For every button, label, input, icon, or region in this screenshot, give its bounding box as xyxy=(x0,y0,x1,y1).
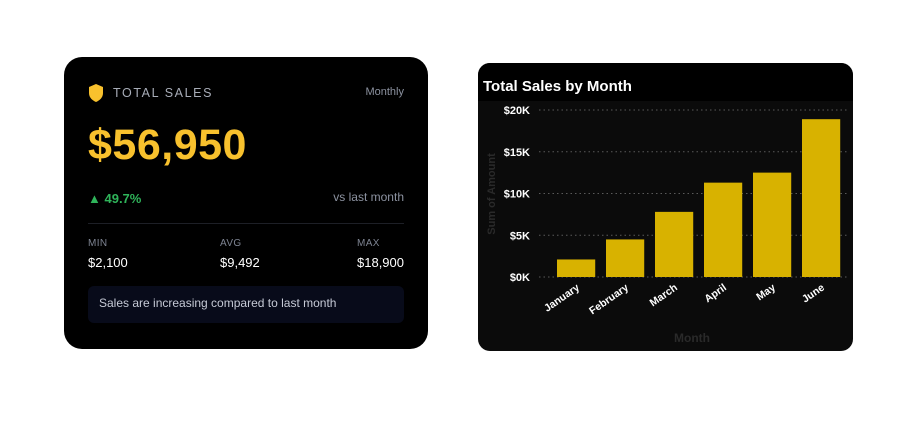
divider xyxy=(88,223,404,224)
change-row: ▲ 49.7% vs last month xyxy=(88,189,404,207)
bar-chart: $0K $5K $10K $15K $20K January February March Ap… xyxy=(486,105,849,345)
chart-title: Total Sales by Month xyxy=(483,78,632,95)
stat-label: AVG xyxy=(220,238,242,249)
card-title: TOTAL SALES xyxy=(113,86,214,100)
card-header: TOTAL SALES Monthly xyxy=(88,84,404,104)
x-tick-label: January xyxy=(542,282,582,315)
sales-chart-card: Total Sales by Month $0K $5K $10K $15K $20K J… xyxy=(478,63,853,351)
stat-label: MAX xyxy=(357,238,380,249)
y-tick-label: $15K xyxy=(504,147,530,159)
stat-avg: AVG $9,492 xyxy=(220,238,260,270)
x-tick-label: May xyxy=(754,282,778,304)
y-tick-label: $5K xyxy=(510,230,530,242)
stat-min: MIN $2,100 xyxy=(88,238,128,270)
period-label: Monthly xyxy=(365,86,404,98)
bar xyxy=(704,182,743,277)
y-tick-label: $10K xyxy=(504,189,530,201)
y-tick-label: $20K xyxy=(504,105,530,117)
x-tick-label: April xyxy=(702,282,729,306)
y-axis-title: Sum of Amount xyxy=(486,153,498,235)
y-tick-label: $0K xyxy=(510,272,530,284)
stat-value: $18,900 xyxy=(357,255,404,270)
bar xyxy=(802,119,841,277)
stat-value: $9,492 xyxy=(220,255,260,270)
trend-note: Sales are increasing compared to last mo… xyxy=(88,286,404,323)
bar xyxy=(655,211,694,277)
bar xyxy=(557,259,596,277)
x-axis-title: Month xyxy=(674,331,710,345)
total-sales-card: TOTAL SALES Monthly $56,950 ▲ 49.7% vs l… xyxy=(64,57,428,349)
stat-value: $2,100 xyxy=(88,255,128,270)
stat-max: MAX $18,900 xyxy=(357,238,404,270)
x-tick-label: June xyxy=(800,282,827,306)
stat-label: MIN xyxy=(88,238,108,249)
compare-label: vs last month xyxy=(333,190,404,204)
change-percent: ▲ 49.7% xyxy=(88,191,142,206)
x-tick-label: March xyxy=(648,282,680,310)
x-tick-label: February xyxy=(587,282,631,318)
bar xyxy=(753,172,792,277)
total-sales-value: $56,950 xyxy=(88,121,247,169)
bar xyxy=(606,239,645,277)
shield-icon xyxy=(89,84,103,102)
chart-header: Total Sales by Month xyxy=(478,63,853,101)
